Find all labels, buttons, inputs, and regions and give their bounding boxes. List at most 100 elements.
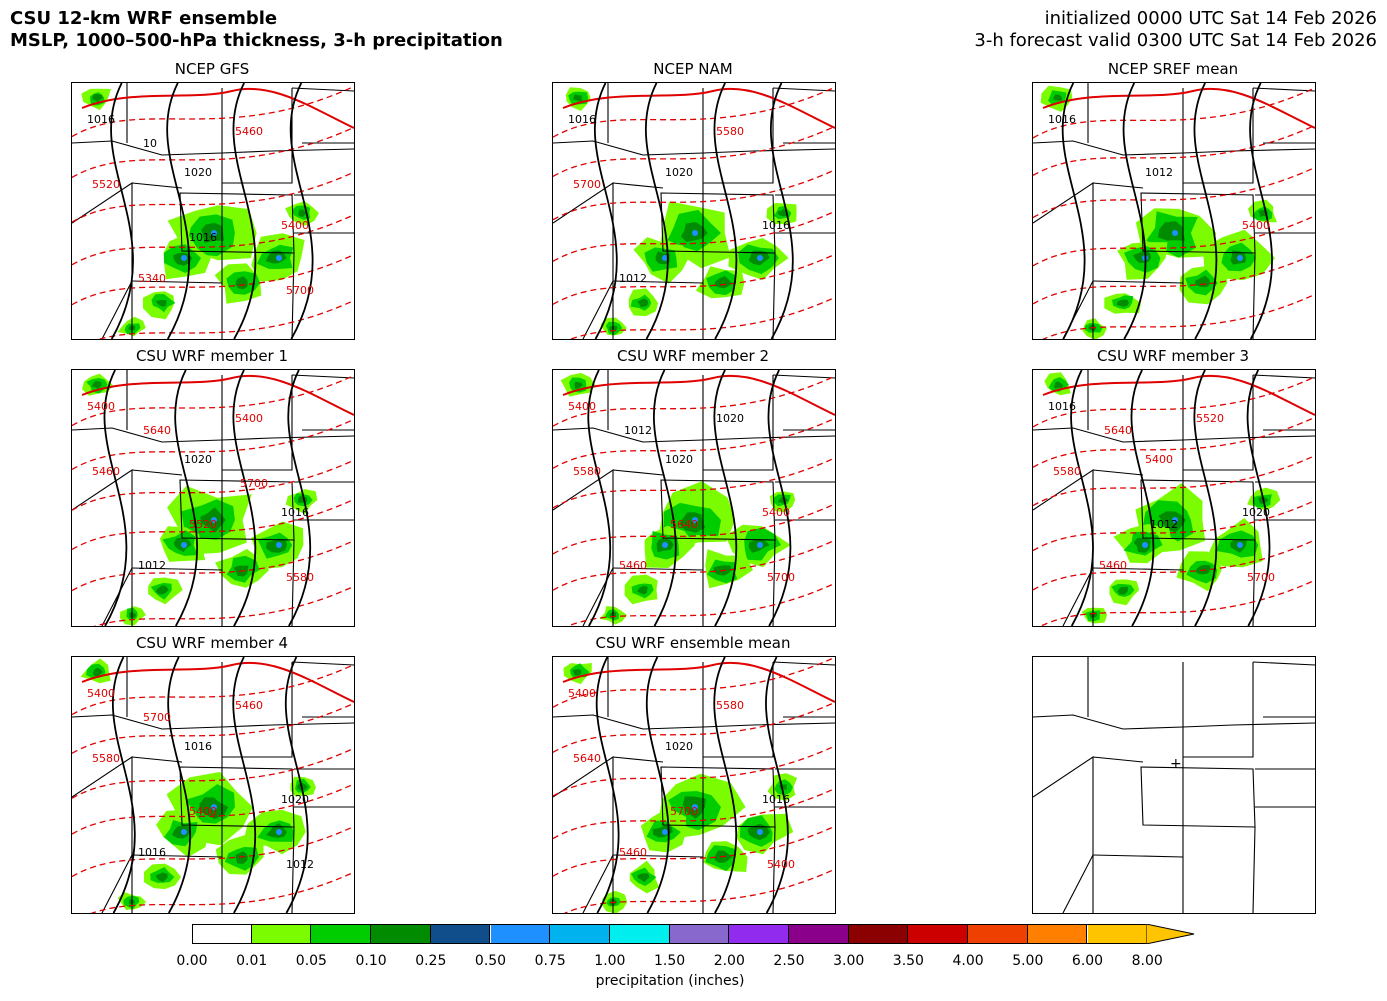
state-border <box>1092 182 1144 339</box>
state-border <box>553 140 835 156</box>
title-line-1: CSU 12-km WRF ensemble <box>10 8 278 29</box>
precip-core <box>692 804 698 810</box>
thickness-contour <box>72 498 354 550</box>
colorbar-cell <box>311 924 372 944</box>
thickness-contour <box>553 86 835 138</box>
thickness-contour <box>553 253 835 305</box>
contour-label: 5460 <box>235 699 263 712</box>
thickness-contour-5400 <box>1042 87 1315 129</box>
mslp-contour <box>1122 83 1147 339</box>
contour-label: 1016 <box>1048 400 1076 413</box>
state-border <box>1033 468 1094 626</box>
precip-area <box>1157 221 1185 241</box>
precip-area <box>235 276 248 290</box>
contour-label: 1012 <box>1150 518 1178 531</box>
contour-label: 5640 <box>670 518 698 531</box>
state-border <box>1252 661 1315 718</box>
precip-area <box>93 667 103 676</box>
precip-core <box>757 542 763 548</box>
state-border <box>294 194 354 234</box>
colorbar-tick-label: 0.75 <box>534 953 566 969</box>
mslp-contour <box>112 657 136 913</box>
state-border <box>553 427 835 443</box>
thickness-contour <box>553 417 835 469</box>
state-border <box>1033 714 1315 730</box>
state-border <box>772 374 835 431</box>
state-border <box>1255 194 1315 234</box>
state-border <box>1033 140 1315 156</box>
colorbar-tick-label: 2.50 <box>773 953 805 969</box>
precip-core <box>662 829 668 835</box>
state-border <box>72 181 133 339</box>
precip-area <box>297 783 308 791</box>
thickness-contour-5400 <box>562 87 835 129</box>
map-panel: 1016 1012 5400 <box>1032 82 1316 340</box>
mslp-contour <box>284 657 309 913</box>
mslp-contour <box>110 83 134 339</box>
precip-core <box>276 542 282 548</box>
contour-label: 1020 <box>1242 506 1270 519</box>
precip-core <box>181 542 187 548</box>
colorbar-tick-label: 0.25 <box>415 953 447 969</box>
contour-label: 1012 <box>619 272 647 285</box>
contour-label: 5700 <box>1247 571 1275 584</box>
contour-label: 5400 <box>189 805 217 818</box>
thickness-contour <box>72 540 354 592</box>
thickness-contour <box>1033 124 1315 176</box>
precip-area <box>1158 511 1186 533</box>
state-border <box>221 539 295 626</box>
state-border <box>612 756 664 913</box>
panel-title: CSU WRF member 1 <box>135 347 289 365</box>
map-panel: + <box>1032 656 1316 914</box>
colorbar-tick-label: 0.10 <box>355 953 387 969</box>
location-marker: + <box>1170 756 1182 772</box>
thickness-contour-5400 <box>81 374 354 416</box>
thickness-contour <box>553 457 835 509</box>
mslp-contour <box>713 83 738 339</box>
colorbar-extend-arrow <box>1146 924 1195 944</box>
figure-title: CSU 12-km WRF ensemble MSLP, 1000–500-hP… <box>10 8 503 52</box>
map-panel: 5400 1020 1016 5460 5580 5640 5700 5400 <box>552 656 836 914</box>
precip-area <box>1195 275 1211 288</box>
mslp-contour <box>1061 83 1086 339</box>
precip-core <box>757 255 763 261</box>
contour-label: 5460 <box>619 846 647 859</box>
colorbar-cell <box>192 924 252 944</box>
colorbar-tick-label: 3.00 <box>833 953 865 969</box>
thickness-contour <box>553 825 835 877</box>
map-canvas: 1016 1020 1016 1012 5580 5700 <box>553 83 835 339</box>
state-border <box>72 755 133 913</box>
colorbar-tick-label: 1.50 <box>654 953 686 969</box>
mslp-contour <box>770 83 794 339</box>
precip-area <box>235 851 248 864</box>
forecast-time-info: initialized 0000 UTC Sat 14 Feb 2026 3-h… <box>974 8 1377 52</box>
colorbar-cell <box>848 924 909 944</box>
precip-area <box>155 300 167 307</box>
state-border <box>1182 88 1254 184</box>
state-border <box>221 375 293 471</box>
precip-area <box>637 298 649 307</box>
precip-core <box>662 542 668 548</box>
state-border <box>702 539 776 626</box>
panel-title: CSU WRF ensemble mean <box>595 634 791 652</box>
state-border <box>291 661 354 718</box>
precip-area <box>637 585 648 595</box>
precip-core <box>692 517 698 523</box>
panel-title: CSU WRF member 4 <box>135 634 289 652</box>
contour-label: 5700 <box>143 711 171 724</box>
contour-label: 5520 <box>189 518 217 531</box>
colorbar-cell <box>669 924 730 944</box>
contour-label: 5400 <box>762 506 790 519</box>
thickness-contour <box>553 701 835 753</box>
contour-label: 1016 <box>189 231 217 244</box>
mslp-contour <box>103 370 128 626</box>
thickness-contour <box>72 418 354 470</box>
colorbar-cell <box>609 924 670 944</box>
state-border <box>775 194 835 234</box>
colorbar-tick-label: 3.50 <box>892 953 924 969</box>
contour-label: 5340 <box>138 272 166 285</box>
mslp-contour <box>232 657 257 913</box>
precip-area <box>1116 299 1129 307</box>
thickness-contour <box>72 126 354 178</box>
state-border <box>72 140 354 156</box>
